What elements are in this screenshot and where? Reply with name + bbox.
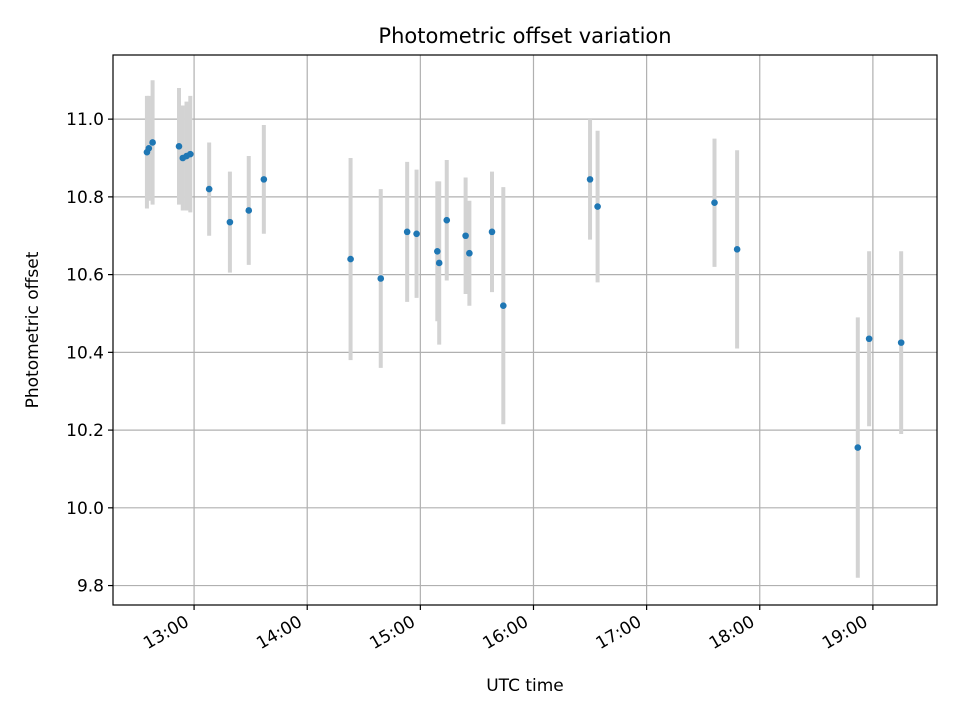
data-point <box>435 259 443 267</box>
data-point <box>711 199 718 207</box>
data-point <box>434 247 441 255</box>
y-tick-label: 10.4 <box>66 343 104 363</box>
y-tick-label: 10.6 <box>66 266 104 286</box>
data-point <box>187 150 194 158</box>
data-point <box>149 139 156 146</box>
data-point <box>854 444 862 451</box>
data-point <box>897 339 905 346</box>
data-point <box>462 232 469 240</box>
data-point <box>260 176 268 183</box>
y-axis: 9.8 10.0 10.2 10.4 10.6 10.8 11.0 <box>66 110 113 597</box>
y-tick-label: 9.8 <box>77 577 104 597</box>
data-point <box>466 249 473 257</box>
data-point <box>175 143 183 150</box>
x-axis-label: UTC time <box>486 676 564 696</box>
data-point <box>245 207 253 214</box>
data-point <box>403 228 411 236</box>
data-point <box>413 230 420 238</box>
data-point <box>226 218 234 226</box>
data-point <box>594 203 601 210</box>
y-tick-label: 10.8 <box>66 188 104 208</box>
data-points <box>143 139 905 451</box>
plot-frame <box>112 54 938 606</box>
chart-title: Photometric offset variation <box>378 24 671 48</box>
y-axis-label: Photometric offset <box>23 251 43 408</box>
grid <box>113 55 937 605</box>
data-point <box>347 255 354 263</box>
data-point <box>377 275 385 282</box>
data-point <box>586 176 594 183</box>
data-point <box>443 216 451 224</box>
data-point <box>145 144 153 152</box>
data-point <box>733 246 741 253</box>
y-tick-label: 11.0 <box>66 110 104 130</box>
data-point <box>205 185 213 193</box>
y-tick-label: 10.2 <box>66 421 104 441</box>
data-point <box>500 302 507 310</box>
data-point <box>488 228 496 236</box>
y-tick-label: 10.0 <box>66 499 104 519</box>
data-point <box>865 335 873 343</box>
